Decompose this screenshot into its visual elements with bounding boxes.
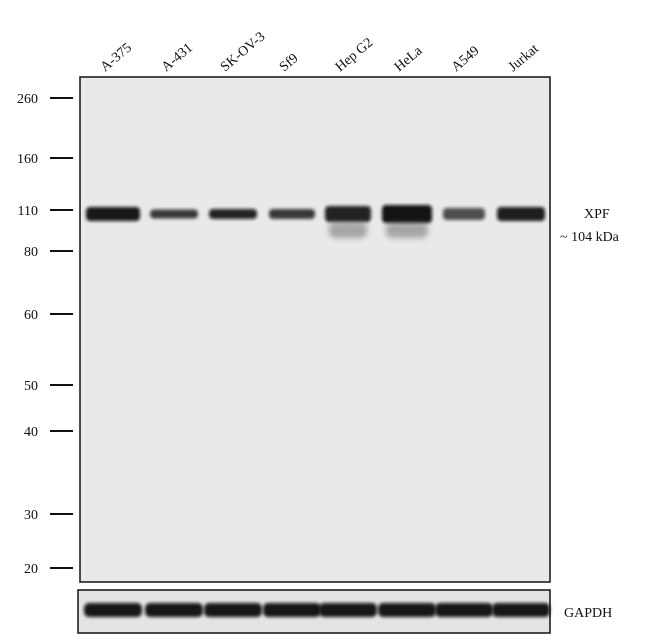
target-band — [86, 207, 140, 221]
control-name: GAPDH — [564, 606, 612, 621]
gapdh-band — [319, 603, 377, 617]
marker-label: 50 — [24, 379, 38, 394]
target-band — [269, 209, 315, 219]
target-size: ~ 104 kDa — [560, 230, 620, 245]
marker-label: 20 — [24, 562, 38, 577]
lane-label: A-375 — [98, 41, 135, 75]
marker-label: 260 — [17, 92, 38, 107]
lane-label: Sf9 — [277, 51, 302, 75]
band-smear — [386, 222, 428, 238]
lane-label: SK-OV-3 — [218, 29, 268, 75]
gapdh-band — [84, 603, 142, 617]
marker-label: 30 — [24, 508, 38, 523]
lane-label: Hep G2 — [333, 35, 376, 75]
target-band — [382, 205, 432, 223]
marker-label: 110 — [18, 204, 38, 219]
target-name: XPF — [584, 207, 610, 222]
target-band — [443, 208, 485, 220]
marker-label: 80 — [24, 245, 38, 260]
target-band — [209, 209, 257, 219]
marker-label: 40 — [24, 425, 38, 440]
gapdh-band — [204, 603, 262, 617]
main-blot — [79, 76, 551, 583]
marker-label: 60 — [24, 308, 38, 323]
gapdh-band — [378, 603, 436, 617]
target-band — [325, 206, 371, 222]
dynamic-layer: 260 160 110 80 60 50 40 30 20 A-375 A-431 SK-OV-3 Sf… — [17, 29, 550, 617]
gapdh-band — [145, 603, 203, 617]
target-band — [150, 209, 198, 219]
marker-label: 160 — [17, 152, 38, 167]
gapdh-band — [492, 603, 550, 617]
lane-label: A-431 — [159, 41, 196, 75]
lane-label: Jurkat — [506, 42, 542, 76]
lane-label: A549 — [449, 44, 482, 75]
band-smear — [329, 222, 367, 238]
lane-label: HeLa — [392, 43, 426, 75]
gapdh-band — [263, 603, 321, 617]
target-band — [497, 207, 545, 221]
gapdh-band — [435, 603, 493, 617]
